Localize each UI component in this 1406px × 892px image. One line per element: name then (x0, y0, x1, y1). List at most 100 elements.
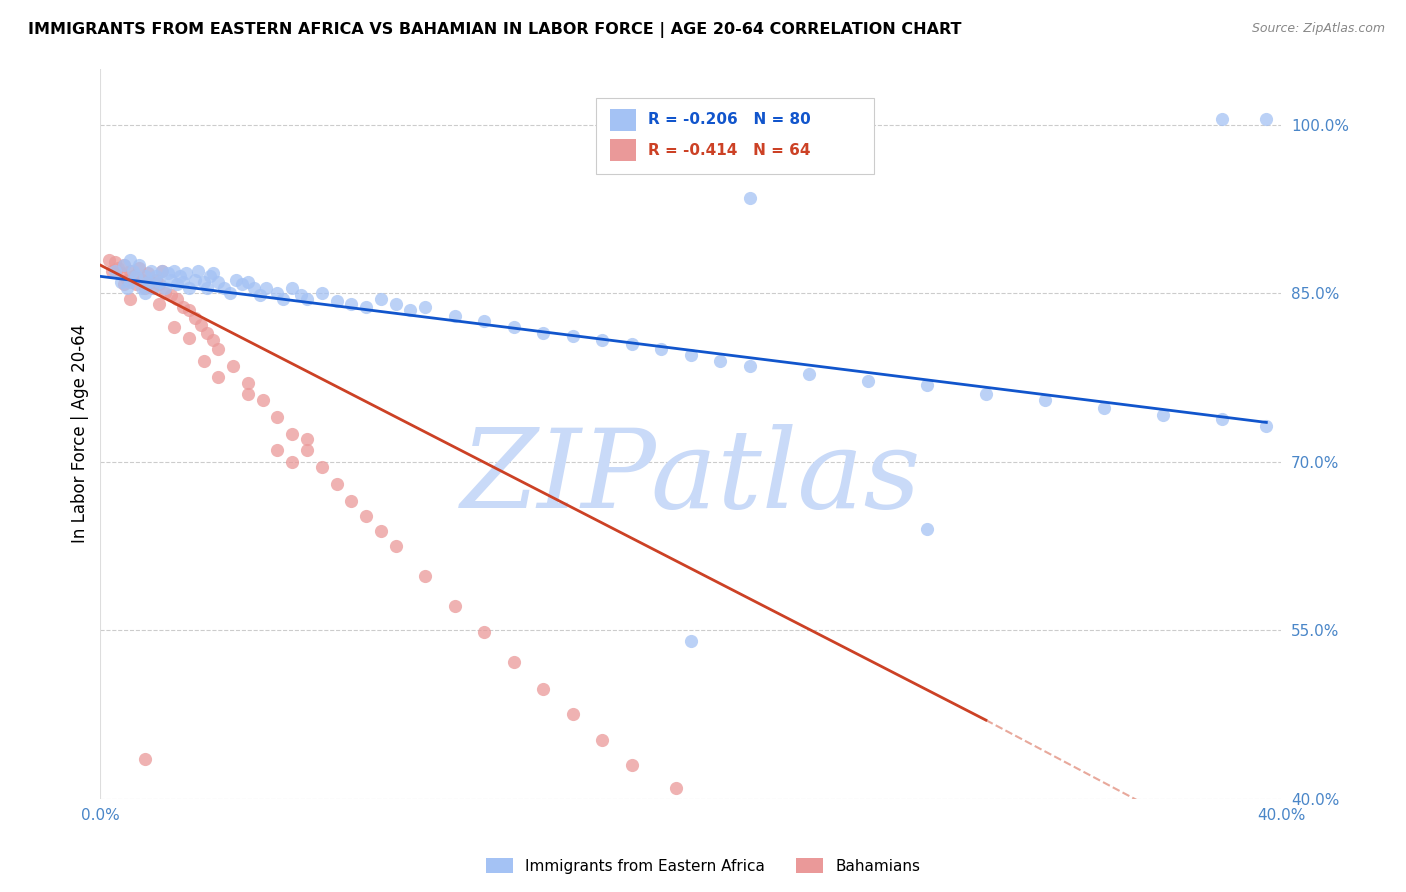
Point (531, 681, 554, 696)
Point (125, 277, 148, 292)
Point (472, 314, 495, 328)
Point (169, 269, 191, 284)
Point (225, 273, 247, 287)
Point (311, 286, 333, 301)
Point (236, 376, 259, 390)
Point (214, 280, 236, 294)
Point (139, 264, 162, 278)
Point (266, 286, 288, 301)
Point (709, 803, 731, 817)
Point (1211, 412, 1233, 426)
Point (142, 280, 165, 294)
Point (207, 275, 229, 289)
Point (1092, 401, 1115, 415)
Point (472, 625, 495, 640)
Point (915, 378, 938, 392)
Point (155, 280, 177, 294)
Point (110, 266, 132, 280)
Point (115, 280, 138, 294)
Point (768, 837, 790, 851)
Point (1152, 408, 1174, 422)
Point (354, 508, 377, 523)
Point (177, 280, 200, 294)
Text: IMMIGRANTS FROM EASTERN AFRICA VS BAHAMIAN IN LABOR FORCE | AGE 20-64 CORRELATIO: IMMIGRANTS FROM EASTERN AFRICA VS BAHAMI… (28, 22, 962, 38)
Point (207, 343, 229, 357)
Point (281, 426, 304, 441)
Point (738, 359, 761, 374)
Point (131, 273, 153, 287)
Legend: Immigrants from Eastern Africa, Bahamians: Immigrants from Eastern Africa, Bahamian… (479, 852, 927, 880)
Point (219, 286, 242, 301)
Point (134, 280, 156, 294)
Point (370, 524, 392, 539)
Point (295, 432, 318, 446)
Point (195, 280, 218, 294)
Point (281, 455, 304, 469)
Point (184, 310, 207, 325)
Point (187, 264, 209, 278)
Point (104, 264, 127, 278)
Point (166, 277, 188, 292)
Point (384, 539, 406, 553)
Point (145, 269, 167, 284)
Point (142, 280, 165, 294)
Point (177, 303, 200, 318)
Point (101, 264, 124, 278)
Point (160, 288, 183, 302)
Point (502, 319, 524, 334)
Point (679, 634, 702, 648)
Point (157, 266, 180, 280)
Point (131, 280, 153, 294)
Point (112, 277, 135, 292)
Point (193, 275, 215, 289)
Point (110, 275, 132, 289)
Point (709, 353, 731, 368)
Point (112, 258, 135, 272)
Point (222, 359, 245, 374)
Point (201, 334, 224, 348)
Point (252, 392, 274, 407)
Point (340, 297, 363, 311)
Point (150, 264, 173, 278)
Text: R = -0.414   N = 64: R = -0.414 N = 64 (648, 143, 811, 158)
Point (118, 252, 141, 267)
Text: ZIPatlas: ZIPatlas (461, 424, 921, 532)
Point (1256, 418, 1278, 433)
Point (148, 297, 170, 311)
Point (266, 443, 288, 458)
FancyBboxPatch shape (610, 109, 637, 130)
Point (797, 367, 820, 381)
Point (128, 258, 150, 272)
Point (295, 443, 318, 458)
Point (236, 275, 259, 289)
Point (177, 331, 200, 345)
Point (273, 292, 295, 306)
Point (125, 269, 148, 284)
Point (201, 266, 224, 280)
Point (166, 292, 188, 306)
Point (98, 252, 121, 267)
Point (561, 329, 583, 343)
Point (325, 294, 347, 309)
Point (443, 599, 465, 613)
Point (531, 326, 554, 340)
Point (650, 343, 672, 357)
Point (174, 266, 197, 280)
Point (134, 286, 156, 301)
Point (163, 319, 186, 334)
Point (128, 261, 150, 276)
Point (148, 275, 170, 289)
Point (160, 273, 183, 287)
Point (354, 300, 377, 314)
Point (118, 264, 141, 278)
Point (915, 522, 938, 536)
Point (107, 261, 129, 276)
Point (148, 277, 170, 292)
Point (104, 254, 127, 268)
Point (145, 273, 167, 287)
Point (281, 280, 304, 294)
Point (266, 409, 288, 424)
Point (193, 353, 215, 368)
Point (163, 264, 186, 278)
Point (311, 460, 333, 475)
